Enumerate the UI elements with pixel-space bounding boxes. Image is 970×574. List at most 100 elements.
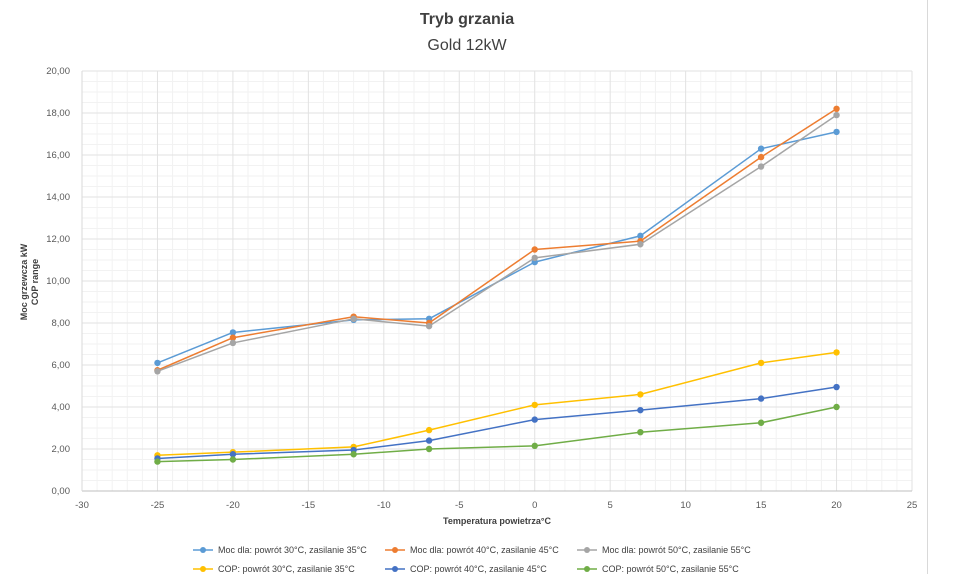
data-point (531, 246, 538, 253)
data-point (833, 403, 840, 411)
series-3 (154, 111, 840, 375)
legend-item: COP: powrót 30°C, zasilanie 35°C (193, 564, 355, 574)
data-point (637, 391, 644, 398)
data-point (757, 145, 765, 152)
data-point (757, 153, 765, 161)
data-point (833, 383, 840, 391)
data-point (350, 315, 357, 322)
series-line (157, 114, 837, 373)
x-tick-label: 5 (608, 500, 613, 511)
data-point (229, 334, 237, 341)
legend-swatch-marker (392, 566, 398, 572)
data-point (531, 401, 538, 409)
series-4 (154, 349, 840, 459)
line-chart: Tryb grzania Gold 12kW 0,00 2,00 4,00 6,00 8… (19, 11, 917, 574)
x-tick-label: 10 (680, 500, 691, 511)
legend-swatch-marker (200, 566, 206, 572)
y-tick-label: 8,00 (52, 318, 71, 329)
legend-item: Moc dla: powrót 40°C, zasilanie 45°C (385, 545, 559, 555)
x-tick-label: -10 (377, 500, 391, 511)
y-tick-label: 6,00 (52, 360, 71, 371)
data-point (154, 458, 161, 465)
data-point (154, 359, 161, 367)
y-tick-label: 18,00 (46, 108, 70, 119)
series-line (157, 131, 837, 364)
x-axis-title: Temperatura powietrza°C (443, 516, 551, 526)
legend-label: Moc dla: powrót 30°C, zasilanie 35°C (218, 545, 367, 555)
series-line (157, 406, 837, 463)
data-point (425, 445, 433, 453)
y-tick-label: 0,00 (52, 486, 71, 497)
legend-swatch-marker (200, 547, 206, 553)
x-tick-label: 0 (532, 500, 537, 511)
legend-swatch-marker (392, 547, 398, 553)
x-tick-label: -5 (455, 500, 463, 511)
legend-item: Moc dla: powrót 50°C, zasilanie 55°C (577, 545, 751, 555)
data-point (229, 456, 237, 463)
data-point (425, 437, 433, 444)
data-point (757, 359, 765, 367)
data-point (637, 406, 644, 414)
legend-item: COP: powrót 50°C, zasilanie 55°C (577, 564, 739, 574)
data-point (229, 451, 237, 458)
y-tick-label: 20,00 (46, 66, 70, 77)
data-point (531, 442, 538, 450)
data-point (531, 254, 538, 262)
series-1 (154, 128, 840, 367)
legend: Moc dla: powrót 30°C, zasilanie 35°C Moc … (193, 545, 751, 574)
x-tick-label: -15 (301, 500, 315, 511)
legend-label: Moc dla: powrót 40°C, zasilanie 45°C (410, 545, 559, 555)
data-point (757, 163, 765, 170)
data-point (154, 368, 161, 375)
y-axis-title-line-2: COP range (30, 259, 40, 305)
legend-label: COP: powrót 30°C, zasilanie 35°C (218, 564, 355, 574)
data-point (833, 105, 840, 113)
data-point (425, 426, 433, 434)
y-tick-label: 4,00 (52, 402, 71, 413)
data-point (637, 241, 644, 248)
x-tick-label: 25 (907, 500, 918, 511)
x-tick-label: 15 (756, 500, 767, 511)
data-point (757, 419, 765, 426)
data-point (637, 429, 644, 436)
data-point (425, 322, 433, 330)
y-tick-label: 10,00 (46, 276, 70, 287)
legend-swatch-marker (584, 566, 590, 572)
y-tick-label: 14,00 (46, 192, 70, 203)
y-axis-title-line-1: Moc grzewcza kW (19, 243, 29, 320)
x-tick-label: -25 (151, 500, 165, 511)
x-tick-label: -20 (226, 500, 240, 511)
y-tick-label: 16,00 (46, 150, 70, 161)
y-tick-label: 2,00 (52, 444, 71, 455)
axes (81, 71, 912, 492)
legend-label: COP: powrót 40°C, zasilanie 45°C (410, 564, 547, 574)
data-point (531, 416, 538, 423)
data-point (833, 128, 840, 136)
data-point (833, 111, 840, 119)
legend-label: Moc dla: powrót 50°C, zasilanie 55°C (602, 545, 751, 555)
legend-label: COP: powrót 50°C, zasilanie 55°C (602, 564, 739, 574)
y-tick-labels: 0,00 2,00 4,00 6,00 8,00 10,00 12,00 14,00 16,00… (46, 66, 70, 497)
legend-swatch-marker (584, 547, 590, 553)
series-6 (154, 403, 840, 465)
x-tick-labels: -30 -25 -20 -15 -10 -5 0 5 10 15 20 25 (75, 500, 917, 511)
gridlines (81, 70, 913, 492)
series-line (157, 351, 837, 457)
data-point (757, 395, 765, 402)
series-line (157, 108, 837, 371)
x-tick-label: 20 (831, 500, 842, 511)
series-5 (154, 383, 840, 462)
legend-item: Moc dla: powrót 30°C, zasilanie 35°C (193, 545, 367, 555)
chart-title: Tryb grzania (420, 11, 514, 28)
legend-item: COP: powrót 40°C, zasilanie 45°C (385, 564, 547, 574)
data-point (833, 349, 840, 356)
chart-subtitle: Gold 12kW (427, 37, 507, 54)
series-line (157, 386, 837, 460)
data-point (229, 339, 237, 347)
y-tick-label: 12,00 (46, 234, 70, 245)
data-point (350, 451, 357, 458)
data-point (637, 232, 644, 240)
x-tick-label: -30 (75, 500, 89, 511)
chart-frame: Tryb grzania Gold 12kW 0,00 2,00 4,00 6,00 8… (19, 0, 928, 574)
data-point (229, 329, 237, 336)
